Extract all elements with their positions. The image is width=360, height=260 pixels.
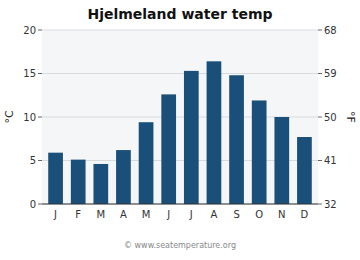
y-tick xyxy=(38,117,42,118)
y-tick xyxy=(38,204,42,205)
plot-area xyxy=(42,30,318,204)
y-tick-label: 10 xyxy=(23,112,36,123)
bar xyxy=(274,117,289,204)
x-tick-label: D xyxy=(301,209,309,220)
y2-tick xyxy=(318,160,322,161)
y2-tick-label: 50 xyxy=(324,112,337,123)
bar xyxy=(184,71,199,204)
grid-line xyxy=(42,73,318,74)
y2-tick-label: 41 xyxy=(324,155,337,166)
y-axis-label: °C xyxy=(3,110,16,124)
x-tick-label: N xyxy=(278,209,285,220)
x-tick-label: F xyxy=(75,209,81,220)
y2-tick-label: 59 xyxy=(324,68,337,79)
bar xyxy=(116,150,131,204)
bar xyxy=(207,61,222,204)
bar xyxy=(229,75,244,204)
y2-tick xyxy=(318,117,322,118)
bar xyxy=(139,122,154,204)
bar xyxy=(93,164,108,204)
y-tick-label: 0 xyxy=(30,199,36,210)
x-axis-line xyxy=(42,204,318,205)
bar xyxy=(297,137,312,204)
y2-tick xyxy=(318,73,322,74)
x-tick-label: A xyxy=(120,209,127,220)
grid-line xyxy=(42,204,318,205)
y-tick-label: 20 xyxy=(23,25,36,36)
x-tick-label: S xyxy=(233,209,239,220)
x-tick-label: A xyxy=(211,209,218,220)
y2-tick xyxy=(318,30,322,31)
y-tick-label: 15 xyxy=(23,68,36,79)
bars xyxy=(48,61,312,204)
watermark: © www.seatemperature.org xyxy=(124,241,236,250)
bar xyxy=(71,160,86,204)
y-tick-label: 5 xyxy=(30,155,36,166)
bar xyxy=(161,94,176,204)
y2-tick-label: 32 xyxy=(324,199,337,210)
y-tick xyxy=(38,73,42,74)
chart: J F M A M J J A S O N D 0 5 10 15 20 32 41 50 59 68 °C °F Hjelme… xyxy=(0,0,360,260)
bar xyxy=(48,153,63,204)
y2-tick-label: 68 xyxy=(324,25,337,36)
bar xyxy=(252,100,267,204)
x-tick-label: J xyxy=(53,209,57,220)
title: Hjelmeland water temp xyxy=(87,6,272,22)
y2-axis-label: °F xyxy=(344,111,357,123)
x-tick-label: M xyxy=(96,209,105,220)
x-tick-label: J xyxy=(166,209,170,220)
x-tick-label: O xyxy=(255,209,263,220)
x-tick-label: M xyxy=(142,209,151,220)
grid-line xyxy=(42,30,318,31)
y2-tick xyxy=(318,204,322,205)
x-tick-label: J xyxy=(189,209,193,220)
y-tick xyxy=(38,30,42,31)
y-tick xyxy=(38,160,42,161)
